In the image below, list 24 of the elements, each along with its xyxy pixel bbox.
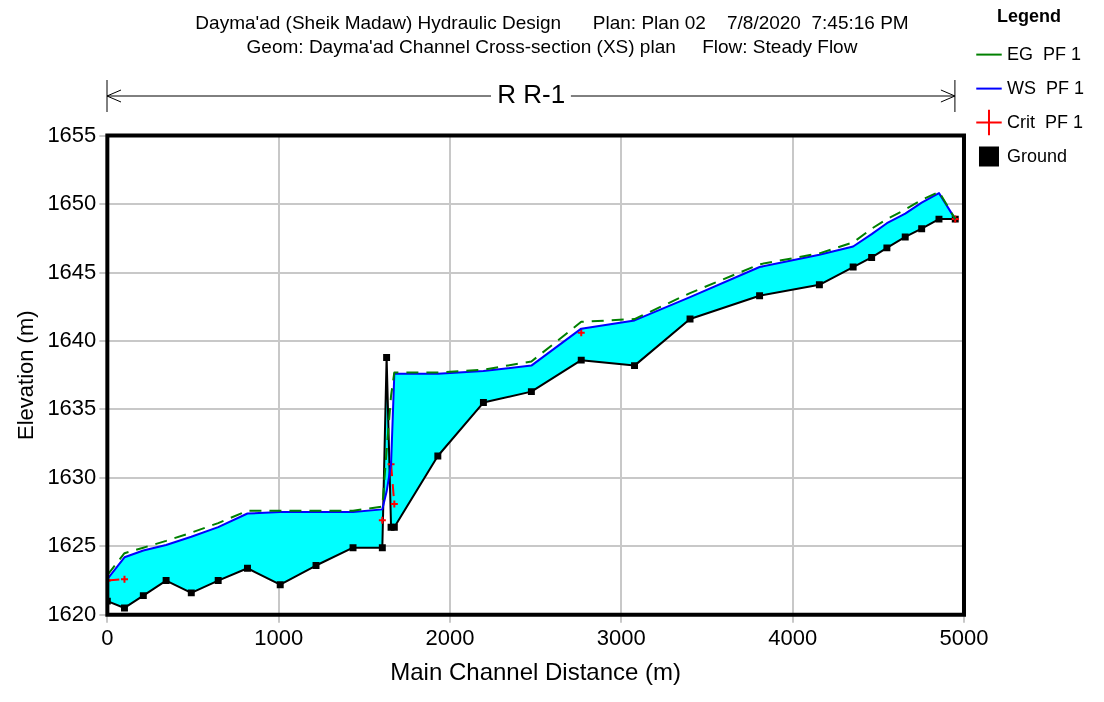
x-tick-label: 5000 bbox=[939, 625, 989, 651]
y-axis-title: Elevation (m) bbox=[13, 310, 39, 440]
chart-title: Dayma'ad (Sheik Madaw) Hydraulic Design Plan: Plan 02 7/8/2020 7:45:16 PM bbox=[195, 11, 909, 33]
y-tick-label: 1630 bbox=[47, 463, 97, 489]
y-tick-label: 1655 bbox=[47, 121, 97, 147]
legend-title: Legend bbox=[996, 5, 1061, 26]
y-tick-label: 1625 bbox=[47, 532, 97, 558]
legend-label: Crit PF 1 bbox=[1006, 111, 1084, 132]
y-tick-label: 1640 bbox=[47, 327, 97, 353]
x-tick-label: 0 bbox=[101, 625, 114, 651]
y-tick-label: 1645 bbox=[47, 258, 97, 284]
x-tick-label: 4000 bbox=[768, 625, 818, 651]
text: R R-1 bbox=[497, 78, 566, 109]
legend-label: EG PF 1 bbox=[1006, 43, 1082, 64]
chart-subtitle: Geom: Dayma'ad Channel Cross-section (XS) plan Flow: Steady Flow bbox=[246, 36, 858, 58]
x-tick-label: 3000 bbox=[596, 625, 646, 651]
x-tick-label: 1000 bbox=[254, 625, 304, 651]
x-axis-title: Main Channel Distance (m) bbox=[390, 658, 682, 686]
x-tick-label: 2000 bbox=[425, 625, 475, 651]
legend-label: WS PF 1 bbox=[1006, 77, 1085, 98]
y-tick-label: 1635 bbox=[47, 395, 97, 421]
y-tick-label: 1620 bbox=[47, 600, 97, 626]
y-tick-label: 1650 bbox=[47, 190, 97, 216]
legend-label: Ground bbox=[1006, 145, 1068, 166]
